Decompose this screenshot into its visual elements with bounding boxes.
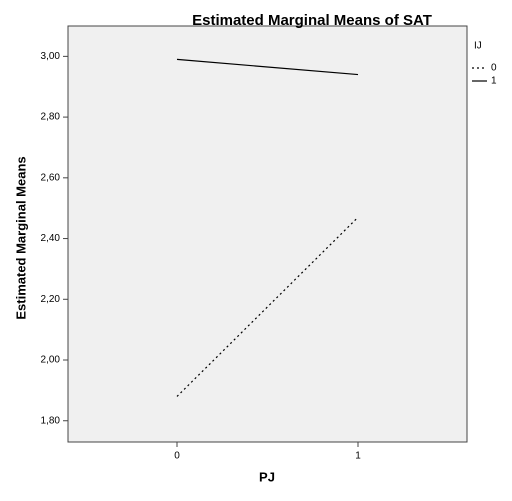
legend-label: 1: [491, 76, 497, 87]
y-tick-label: 2,80: [41, 112, 61, 123]
chart-title: Estimated Marginal Means of SAT: [192, 12, 432, 29]
x-axis-title: PJ: [259, 469, 275, 484]
legend-label: 0: [491, 63, 497, 74]
x-tick-label: 0: [174, 451, 180, 462]
y-tick-label: 2,20: [41, 294, 61, 305]
x-tick-label: 1: [355, 451, 361, 462]
y-tick-label: 2,00: [41, 355, 61, 366]
y-tick-label: 2,40: [41, 233, 61, 244]
legend-title: IJ: [474, 41, 482, 52]
y-tick-label: 1,80: [41, 415, 61, 426]
series-line: [176, 58, 359, 76]
y-tick-label: 3,00: [41, 51, 61, 62]
y-axis-title: Estimated Marginal Means: [13, 156, 28, 319]
y-tick-label: 2,60: [41, 172, 61, 183]
plot-area: [67, 25, 468, 443]
